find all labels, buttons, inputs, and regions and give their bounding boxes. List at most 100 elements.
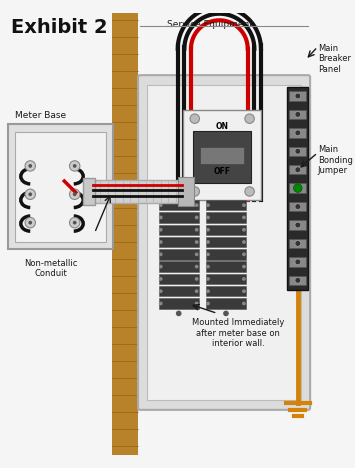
Circle shape — [70, 161, 80, 171]
Circle shape — [242, 216, 246, 219]
Circle shape — [159, 240, 163, 244]
Bar — [206, 262, 246, 272]
Bar — [159, 212, 198, 223]
Bar — [159, 200, 198, 210]
Text: OFF: OFF — [214, 167, 231, 176]
Circle shape — [73, 221, 77, 225]
Bar — [159, 298, 198, 309]
Text: Service Equipment: Service Equipment — [167, 20, 253, 29]
Text: Non-metallic
Conduit: Non-metallic Conduit — [24, 259, 78, 278]
Bar — [289, 91, 306, 101]
Bar — [289, 276, 306, 285]
Circle shape — [242, 289, 246, 293]
Circle shape — [159, 252, 163, 256]
FancyBboxPatch shape — [138, 75, 310, 410]
Circle shape — [295, 259, 301, 265]
Circle shape — [295, 130, 301, 136]
Circle shape — [295, 241, 301, 246]
Circle shape — [242, 252, 246, 256]
Circle shape — [28, 192, 32, 196]
Circle shape — [25, 218, 36, 228]
Circle shape — [70, 218, 80, 228]
Circle shape — [190, 114, 200, 124]
Bar — [111, 13, 138, 455]
Circle shape — [195, 277, 198, 281]
Text: ON: ON — [216, 122, 229, 131]
Bar — [206, 200, 246, 210]
Circle shape — [25, 189, 36, 199]
Circle shape — [295, 278, 301, 283]
Circle shape — [295, 204, 301, 209]
Bar — [206, 286, 246, 296]
Circle shape — [206, 277, 210, 281]
Circle shape — [28, 221, 32, 225]
Circle shape — [295, 185, 301, 191]
Bar — [93, 180, 181, 203]
Bar — [206, 249, 246, 260]
Circle shape — [295, 111, 301, 117]
Circle shape — [242, 265, 246, 269]
Bar — [289, 202, 306, 212]
Circle shape — [195, 228, 198, 232]
Bar — [206, 274, 246, 284]
Bar — [15, 132, 106, 241]
Circle shape — [73, 164, 77, 168]
Circle shape — [242, 228, 246, 232]
Circle shape — [73, 192, 77, 196]
Circle shape — [242, 203, 246, 207]
Bar — [193, 131, 251, 183]
Circle shape — [206, 216, 210, 219]
Circle shape — [242, 277, 246, 281]
Circle shape — [195, 216, 198, 219]
Circle shape — [295, 222, 301, 228]
Bar — [201, 147, 244, 164]
Bar — [289, 146, 306, 156]
Circle shape — [223, 311, 229, 316]
Circle shape — [195, 301, 198, 306]
Circle shape — [25, 161, 36, 171]
Circle shape — [70, 189, 80, 199]
Bar — [7, 124, 114, 249]
Bar — [289, 165, 306, 175]
Circle shape — [176, 311, 181, 316]
Circle shape — [159, 228, 163, 232]
Circle shape — [295, 167, 301, 173]
Bar — [159, 249, 198, 260]
Circle shape — [242, 301, 246, 306]
Text: Main
Breaker
Panel: Main Breaker Panel — [318, 44, 351, 74]
Circle shape — [159, 265, 163, 269]
Bar — [206, 298, 246, 309]
Bar — [289, 239, 306, 248]
Bar — [159, 225, 198, 235]
Text: Mounted Immediately
after meter base on
interior wall.: Mounted Immediately after meter base on … — [192, 318, 284, 348]
Circle shape — [28, 164, 32, 168]
Bar — [206, 237, 246, 247]
Circle shape — [159, 203, 163, 207]
Bar — [159, 237, 198, 247]
Circle shape — [159, 277, 163, 281]
Text: Main
Bonding
Jumper: Main Bonding Jumper — [318, 145, 353, 175]
Bar — [288, 87, 308, 290]
Circle shape — [159, 301, 163, 306]
Bar — [206, 212, 246, 223]
Circle shape — [190, 187, 200, 196]
Bar — [289, 220, 306, 230]
Circle shape — [295, 93, 301, 99]
Circle shape — [206, 228, 210, 232]
Text: Meter Base: Meter Base — [15, 110, 66, 120]
Bar — [178, 177, 194, 205]
Bar — [184, 110, 261, 200]
Circle shape — [206, 252, 210, 256]
Bar — [147, 85, 301, 401]
Bar — [206, 225, 246, 235]
Circle shape — [206, 240, 210, 244]
Bar — [289, 110, 306, 119]
Bar — [83, 178, 95, 205]
Circle shape — [206, 203, 210, 207]
Circle shape — [195, 252, 198, 256]
Circle shape — [294, 184, 302, 192]
Bar — [289, 257, 306, 267]
Circle shape — [195, 265, 198, 269]
Bar — [159, 274, 198, 284]
Circle shape — [242, 240, 246, 244]
